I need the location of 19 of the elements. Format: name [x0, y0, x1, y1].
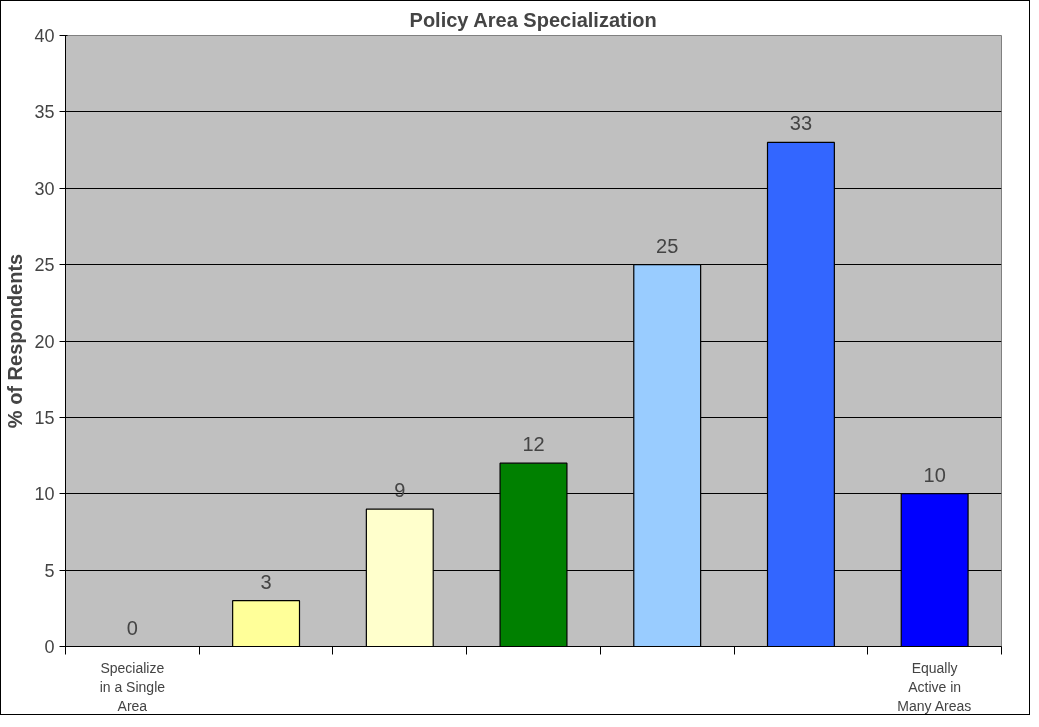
x-tick-label: Specialize in a Single Area: [99, 659, 166, 714]
y-axis-title: % of Respondents: [4, 253, 27, 429]
x-tick-label: Equally Active in Many Areas: [897, 659, 972, 714]
y-tick-label: 10: [34, 484, 55, 505]
y-tick-label: 0: [44, 637, 55, 657]
chart-title: Policy Area Specialization: [409, 8, 657, 31]
y-tick-label: 20: [34, 331, 55, 352]
data-label: 33: [789, 112, 813, 135]
y-tick-label: 15: [34, 407, 55, 428]
data-label: 0: [126, 616, 138, 639]
y-tick-label: 5: [44, 560, 55, 581]
y-tick-label: 40: [34, 26, 55, 46]
data-label: 25: [656, 234, 679, 257]
y-tick-label: 35: [34, 102, 55, 123]
y-tick-label: 30: [34, 178, 55, 199]
data-label: 3: [260, 570, 272, 593]
data-label: 10: [923, 463, 946, 486]
y-tick-label: 25: [34, 255, 55, 276]
data-label: 12: [522, 433, 545, 456]
